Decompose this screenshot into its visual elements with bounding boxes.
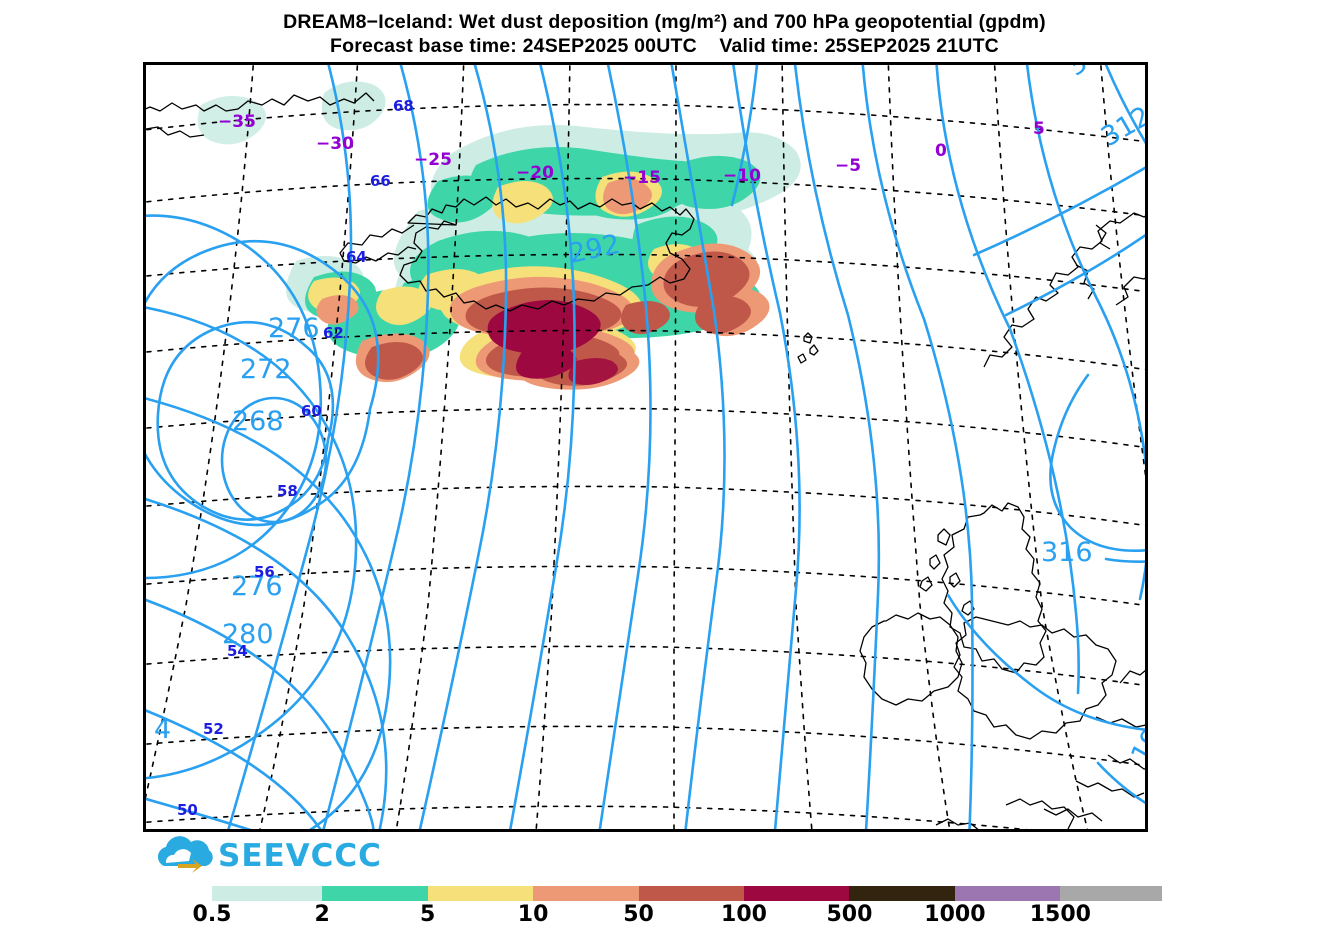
lon-label-m30: −30 (316, 134, 354, 154)
lon-label-0: 0 (935, 141, 947, 161)
contour-label-272: 272 (240, 354, 292, 385)
forecast-time-subtitle: Forecast base time: 24SEP2025 00UTC Vali… (330, 35, 999, 57)
colorbar-segment-50 (638, 886, 744, 901)
map-canvas[interactable]: 268 272 276 276 280 4 292 312 316 19 3 6… (146, 65, 1145, 829)
lon-label-m20: −20 (516, 163, 554, 183)
seevccc-logo-text: SEEVCCC (218, 838, 382, 874)
arrow-icon (178, 859, 202, 873)
colorbar-swatches[interactable] (212, 886, 1162, 901)
chart-title-block: DREAM8−Iceland: Wet dust deposition (mg/… (0, 10, 1329, 58)
cloud-icon (157, 836, 213, 866)
contour-label-268: 268 (232, 406, 284, 437)
colorbar-segment-1000 (954, 886, 1061, 901)
colorbar-segment-1500 (1060, 886, 1162, 901)
contour-label-top: 3 (1061, 65, 1094, 82)
contour-label-280: 280 (222, 619, 274, 650)
lon-label-m25: −25 (414, 150, 452, 170)
lon-label-m5: −5 (835, 156, 861, 176)
colorbar-tick-500: 500 (826, 902, 873, 927)
map-panel[interactable]: 268 272 276 276 280 4 292 312 316 19 3 6… (143, 62, 1148, 832)
contour-label-276-south: 276 (231, 571, 283, 602)
colorbar-tick-1500: 1500 (1029, 902, 1091, 927)
contour-label-edge: 19 (1125, 723, 1145, 768)
contour-label-316: 316 (1041, 537, 1093, 568)
coastlines (146, 92, 1145, 829)
lat-label-54: 54 (227, 642, 248, 660)
lon-label-m10: −10 (723, 166, 761, 186)
graticule (146, 65, 1145, 829)
lat-label-64: 64 (346, 248, 367, 266)
colorbar-segment-0.5 (212, 886, 323, 901)
colorbar-segment-5 (427, 886, 534, 901)
lat-label-50: 50 (177, 801, 198, 819)
lon-label-m35: −35 (218, 112, 256, 132)
lat-label-56: 56 (254, 563, 275, 581)
lat-label-52: 52 (203, 720, 224, 738)
colorbar-tick-10: 10 (517, 902, 549, 927)
page-title: DREAM8−Iceland: Wet dust deposition (mg/… (283, 11, 1046, 33)
colorbar-tick-100: 100 (721, 902, 767, 927)
contour-label-312: 312 (1096, 100, 1145, 153)
colorbar-tick-2: 2 (314, 902, 330, 927)
colorbar-tick-labels: 0.5 2 5 10 50 100 500 1000 1500 (193, 902, 1162, 927)
colorbar-tick-1000: 1000 (924, 902, 986, 927)
colorbar-segment-2 (322, 886, 428, 901)
geopotential-contours (146, 65, 1145, 829)
colorbar-segment-10 (533, 886, 639, 901)
contour-label-276-north: 276 (268, 313, 320, 344)
colorbar-tick-5: 5 (419, 902, 436, 927)
colorbar-segment-500 (849, 886, 955, 901)
colorbar-segment-100 (743, 886, 850, 901)
seevccc-logo[interactable] (150, 836, 360, 878)
longitude-labels: −35 −30 −25 −20 −15 −10 −5 0 5 (218, 112, 1045, 188)
lat-label-60: 60 (301, 402, 322, 420)
contour-label-284: 4 (154, 714, 171, 745)
colorbar-tick-0.5: 0.5 (192, 902, 232, 927)
lon-label-m15: −15 (623, 168, 661, 188)
lon-label-5: 5 (1033, 119, 1045, 139)
latitude-labels: 68 66 64 62 60 58 56 54 52 50 (177, 97, 414, 819)
colorbar[interactable]: 0.5 2 5 10 50 100 500 1000 1500 (193, 886, 1162, 927)
colorbar-tick-50: 50 (623, 902, 654, 927)
lat-label-68: 68 (393, 97, 414, 115)
lat-label-62: 62 (323, 324, 344, 342)
lat-label-66: 66 (370, 172, 391, 190)
lat-label-58: 58 (277, 482, 298, 500)
